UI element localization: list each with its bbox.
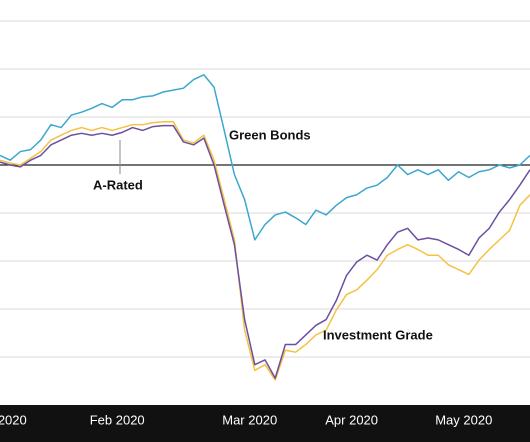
series-line xyxy=(0,74,530,241)
x-tick-label: May 2020 xyxy=(435,412,492,427)
x-tick-label: Apr 2020 xyxy=(325,412,378,427)
series-line xyxy=(0,121,530,381)
x-tick-label: Jan 2020 xyxy=(0,412,27,427)
x-tick-label: Mar 2020 xyxy=(222,412,277,427)
series-label: Investment Grade xyxy=(323,327,433,342)
series-label: A-Rated xyxy=(93,177,143,192)
series-label: Green Bonds xyxy=(229,127,311,142)
x-axis-band xyxy=(0,405,530,442)
x-tick-label: Feb 2020 xyxy=(90,412,145,427)
series-line xyxy=(0,124,530,379)
